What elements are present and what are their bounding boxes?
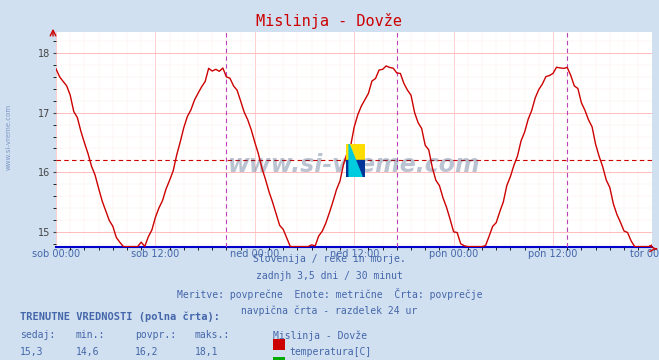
- Text: navpična črta - razdelek 24 ur: navpična črta - razdelek 24 ur: [241, 306, 418, 316]
- Bar: [347, 160, 365, 176]
- Text: sedaj:: sedaj:: [20, 330, 55, 340]
- Text: Mislinja - Dovže: Mislinja - Dovže: [273, 330, 368, 341]
- Bar: [347, 144, 365, 160]
- Text: Slovenija / reke in morje.: Slovenija / reke in morje.: [253, 254, 406, 264]
- Text: 14,6: 14,6: [76, 347, 100, 357]
- Text: 18,1: 18,1: [194, 347, 218, 357]
- Text: Mislinja - Dovže: Mislinja - Dovže: [256, 13, 403, 28]
- Text: www.si-vreme.com: www.si-vreme.com: [5, 104, 12, 170]
- Text: 15,3: 15,3: [20, 347, 43, 357]
- Polygon shape: [349, 144, 362, 176]
- Text: TRENUTNE VREDNOSTI (polna črta):: TRENUTNE VREDNOSTI (polna črta):: [20, 311, 219, 322]
- Text: temperatura[C]: temperatura[C]: [289, 347, 372, 357]
- Text: zadnjh 3,5 dni / 30 minut: zadnjh 3,5 dni / 30 minut: [256, 271, 403, 281]
- Text: min.:: min.:: [76, 330, 105, 340]
- Text: povpr.:: povpr.:: [135, 330, 176, 340]
- Text: maks.:: maks.:: [194, 330, 229, 340]
- Text: 16,2: 16,2: [135, 347, 159, 357]
- Text: www.si-vreme.com: www.si-vreme.com: [228, 153, 480, 177]
- Text: Meritve: povprečne  Enote: metrične  Črta: povprečje: Meritve: povprečne Enote: metrične Črta:…: [177, 288, 482, 300]
